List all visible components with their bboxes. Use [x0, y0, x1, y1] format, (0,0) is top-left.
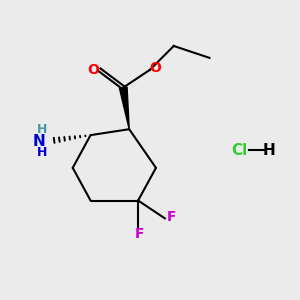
Polygon shape — [119, 87, 129, 129]
Text: H: H — [262, 142, 275, 158]
Text: F: F — [167, 210, 176, 224]
Text: F: F — [135, 227, 144, 241]
Text: H: H — [37, 123, 48, 136]
Text: H: H — [37, 146, 48, 159]
Text: N: N — [32, 134, 45, 148]
Text: O: O — [149, 61, 161, 75]
Text: Cl: Cl — [231, 142, 247, 158]
Text: O: O — [87, 63, 99, 77]
